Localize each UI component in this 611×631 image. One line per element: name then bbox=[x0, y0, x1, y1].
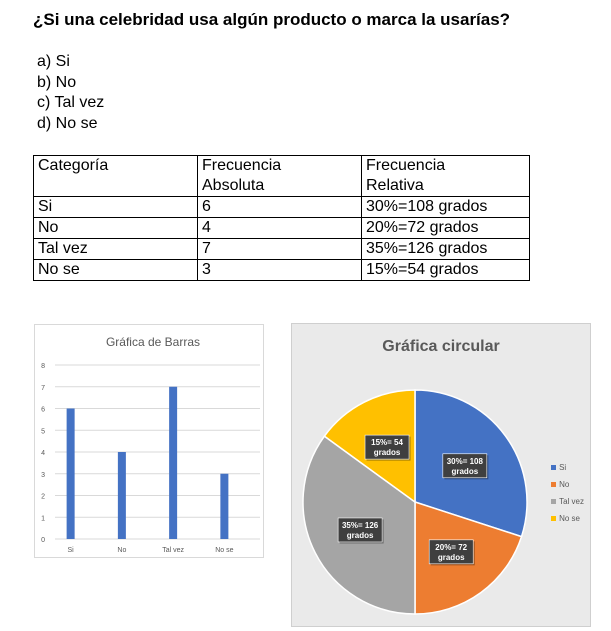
y-tick-label: 0 bbox=[41, 537, 45, 544]
table-cell: 3 bbox=[197, 259, 362, 281]
data-label: 15%= 54 bbox=[371, 438, 403, 447]
bar-chart-title: Gráfica de Barras bbox=[106, 335, 200, 349]
table-row: No 4 20%=72 grados bbox=[33, 217, 530, 239]
header-text: Absoluta bbox=[202, 177, 265, 194]
option-a: a) Si bbox=[37, 53, 70, 70]
header-text: Frecuencia bbox=[202, 157, 282, 174]
y-tick-label: 6 bbox=[41, 407, 45, 414]
y-tick-label: 3 bbox=[41, 472, 45, 479]
table-cell: Si bbox=[33, 196, 198, 218]
legend-swatch bbox=[551, 516, 557, 521]
table-cell: 6 bbox=[197, 196, 362, 218]
table-cell: 7 bbox=[197, 238, 362, 260]
data-label: 35%= 126 bbox=[342, 521, 379, 530]
data-label: grados bbox=[451, 467, 478, 476]
option-b: b) No bbox=[37, 73, 77, 91]
header-frecuencia-absoluta: Frecuencia Absoluta bbox=[197, 155, 362, 197]
option-c: c) Tal vez bbox=[37, 94, 105, 111]
y-tick-label: 7 bbox=[41, 385, 45, 392]
header-text: Frecuencia bbox=[366, 157, 446, 174]
header-frecuencia-relativa: Frecuencia Relativa bbox=[361, 155, 530, 197]
bar-tal-vez bbox=[169, 386, 178, 539]
option-d: d) No se bbox=[37, 114, 98, 132]
legend-swatch bbox=[551, 482, 557, 487]
question-heading: ¿Si una celebridad usa algún producto o … bbox=[33, 10, 511, 29]
table-row: Si 6 30%=108 grados bbox=[33, 196, 530, 218]
y-tick-label: 5 bbox=[41, 428, 45, 435]
y-tick-label: 2 bbox=[41, 494, 45, 501]
data-label: 20%= 72 bbox=[435, 543, 467, 552]
bar-chart-svg: Gráfica de Barras 0 1 2 3 4 5 6 7 8 Si No Tal vez No … bbox=[41, 335, 260, 554]
bar-si bbox=[66, 408, 75, 539]
bar-no bbox=[117, 452, 126, 539]
y-tick-label: 4 bbox=[41, 450, 45, 457]
x-tick-label: No bbox=[117, 547, 126, 554]
legend-label: Tal vez bbox=[559, 497, 584, 506]
legend-item: No se bbox=[551, 510, 584, 527]
legend-label: Si bbox=[559, 463, 567, 472]
bar-chart: Gráfica de Barras 0 1 2 3 4 5 6 7 8 Si No Tal vez No … bbox=[34, 324, 264, 558]
table-row: No se 3 15%=54 grados bbox=[33, 259, 530, 281]
data-label-box bbox=[428, 539, 474, 565]
legend-item: No bbox=[551, 476, 584, 493]
legend-item: Si bbox=[551, 459, 584, 476]
legend-swatch bbox=[551, 499, 557, 504]
table-header-row: Categoría Frecuencia Absoluta Frecuencia R… bbox=[33, 155, 530, 197]
header-text: Categoría bbox=[38, 157, 109, 174]
pie-chart: Gráfica circular 30%= 108 grados 20%= 72 gra… bbox=[291, 323, 591, 627]
x-tick-label: Tal vez bbox=[162, 547, 184, 554]
legend-label: No bbox=[559, 480, 570, 489]
table-cell: 35%=126 grados bbox=[361, 238, 530, 260]
pie-chart-title: Gráfica circular bbox=[382, 338, 499, 355]
table-cell: 20%=72 grados bbox=[361, 217, 530, 239]
table-cell: 30%=108 grados bbox=[361, 196, 530, 218]
y-tick-label: 8 bbox=[41, 363, 45, 370]
data-label-box bbox=[337, 517, 383, 543]
frequency-table: Categoría Frecuencia Absoluta Frecuencia R… bbox=[33, 155, 530, 281]
table-cell: Tal vez bbox=[33, 238, 198, 260]
pie-legend: Si No Tal vez No se bbox=[551, 459, 584, 527]
table-cell: No bbox=[33, 217, 198, 239]
bar-no-se bbox=[220, 473, 229, 539]
legend-item: Tal vez bbox=[551, 493, 584, 510]
y-tick-label: 1 bbox=[41, 515, 45, 522]
data-label: grados bbox=[438, 553, 465, 562]
data-label: 30%= 108 bbox=[447, 457, 484, 466]
x-tick-label: Si bbox=[68, 547, 75, 554]
data-label-box bbox=[364, 434, 410, 460]
legend-label: No se bbox=[559, 514, 580, 523]
table-cell: 15%=54 grados bbox=[361, 259, 530, 281]
table-cell: 4 bbox=[197, 217, 362, 239]
data-label-box bbox=[442, 453, 488, 479]
table-row: Tal vez 7 35%=126 grados bbox=[33, 238, 530, 260]
data-label: grados bbox=[374, 448, 401, 457]
header-categoria: Categoría bbox=[33, 155, 198, 197]
x-tick-label: No se bbox=[215, 547, 233, 554]
header-text: Relativa bbox=[366, 177, 424, 194]
answer-options: a) Si b) No c) Tal vez d) No se bbox=[37, 52, 104, 134]
legend-swatch bbox=[551, 465, 557, 470]
table-cell: No se bbox=[33, 259, 198, 281]
data-label: grados bbox=[347, 531, 374, 540]
